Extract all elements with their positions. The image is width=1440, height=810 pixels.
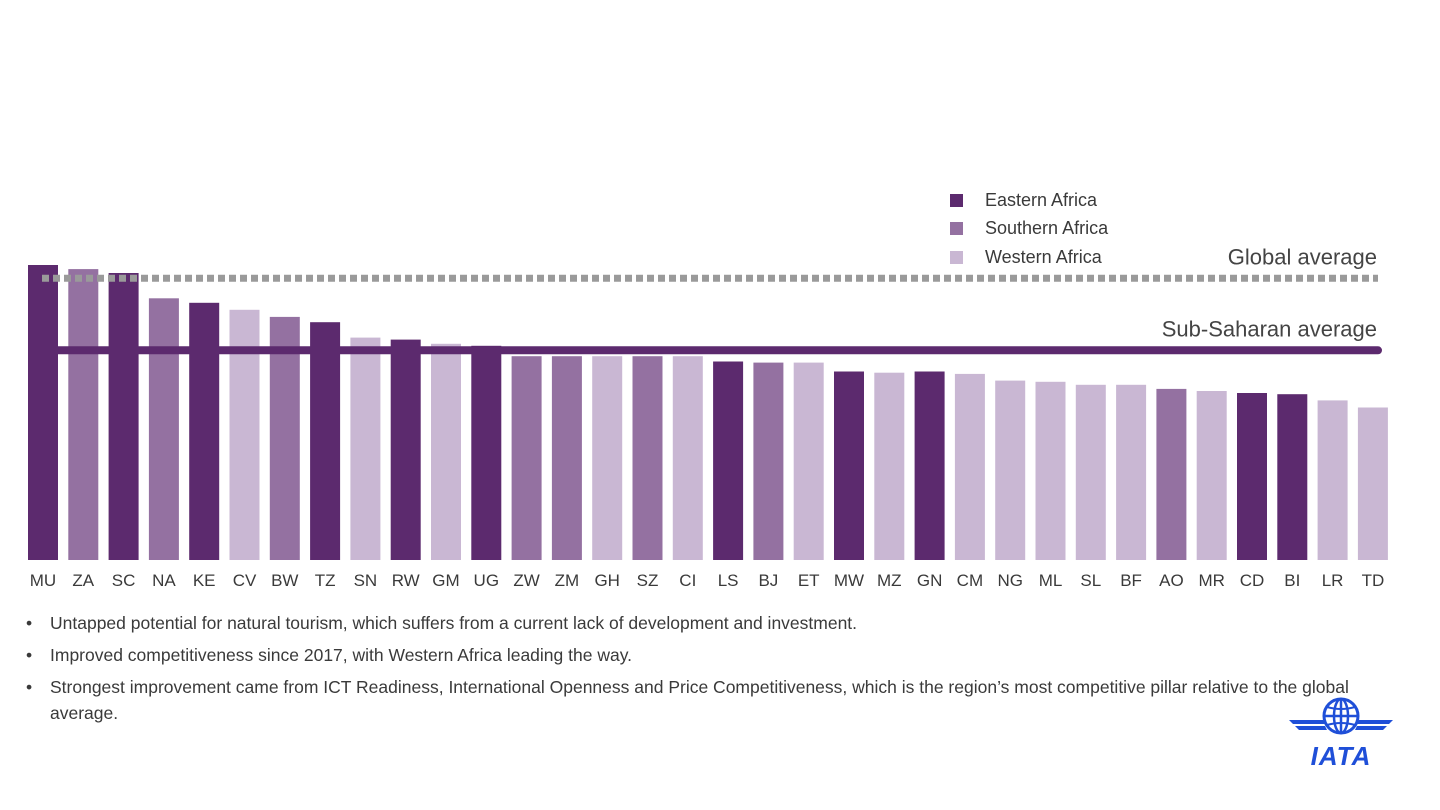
bar-sl (1075, 384, 1106, 560)
x-tick-label: GN (917, 571, 943, 590)
bar-et (793, 362, 824, 560)
bar-mr (1196, 391, 1227, 560)
bar-lr (1317, 400, 1348, 560)
bar-ls (713, 361, 744, 560)
bar-na (148, 298, 179, 560)
bar-bf (1116, 384, 1147, 560)
legend-swatch-eastern (950, 193, 963, 207)
bar-sn (350, 337, 381, 560)
finding-item: Improved competitiveness since 2017, wit… (26, 642, 1416, 668)
x-tick-label: LS (718, 571, 739, 590)
bar-bi (1277, 394, 1308, 560)
x-tick-label: MZ (877, 571, 902, 590)
sub-saharan-average-label: Sub-Saharan average (1162, 316, 1377, 341)
bar-ke (189, 302, 220, 560)
bar-mw (834, 371, 864, 560)
bar-gn (914, 371, 945, 560)
x-tick-label: ML (1039, 571, 1063, 590)
legend-label-eastern: Eastern Africa (985, 189, 1098, 210)
x-tick-label: GH (594, 571, 620, 590)
x-tick-label: GM (432, 571, 459, 590)
x-tick-label: CM (957, 571, 983, 590)
bar-cd (1237, 393, 1267, 560)
finding-item: Untapped potential for natural tourism, … (26, 610, 1416, 636)
x-tick-label: TD (1362, 571, 1385, 590)
x-tick-label: ZM (555, 571, 580, 590)
x-tick-label: KE (193, 571, 216, 590)
bar-ug (471, 345, 502, 560)
bar-sz (632, 356, 663, 560)
x-tick-label: AO (1159, 571, 1184, 590)
finding-item: Strongest improvement came from ICT Read… (26, 674, 1416, 726)
x-tick-label: CI (679, 571, 696, 590)
bar-chart: MU ZA SC NA KE CV BW TZ SN RW GM UG ZW ZM GH SZ CI LS BJ ET… (28, 244, 1388, 590)
bar-gm (431, 343, 461, 560)
bar-za (68, 269, 99, 560)
bar-sc (108, 273, 139, 560)
bar-mu (28, 265, 58, 560)
reference-lines: Global average Sub-Saharan average (42, 244, 1382, 355)
legend-swatch-southern (950, 222, 963, 236)
chart-legend: Eastern Africa Southern Africa Western A… (950, 186, 1108, 272)
x-tick-label: NG (997, 571, 1023, 590)
x-tick-label: SC (112, 571, 136, 590)
legend-label-southern: Southern Africa (985, 218, 1109, 239)
bar-mz (874, 372, 905, 560)
x-tick-label: BF (1120, 571, 1142, 590)
bar-ng (995, 380, 1026, 560)
x-tick-label: MW (834, 571, 864, 590)
bars-group (28, 265, 1388, 560)
x-tick-label: CV (233, 571, 257, 590)
x-tick-label: SN (354, 571, 378, 590)
x-tick-label: NA (152, 571, 176, 590)
x-tick-label: UG (474, 571, 500, 590)
bar-bj (753, 362, 784, 560)
bar-zm (551, 356, 582, 560)
legend-item-southern: Southern Africa (950, 215, 1108, 244)
global-average-label: Global average (1228, 244, 1377, 269)
bar-cm (954, 373, 985, 560)
x-tick-label: ZW (513, 571, 539, 590)
bar-ml (1035, 381, 1066, 560)
bar-zw (511, 356, 542, 560)
x-tick-label: CD (1240, 571, 1265, 590)
legend-label-western: Western Africa (985, 246, 1102, 267)
key-findings-list: Untapped potential for natural tourism, … (26, 610, 1416, 732)
x-tick-label: BJ (758, 571, 778, 590)
legend-swatch-western (950, 250, 963, 264)
logo-text: IATA (1311, 741, 1372, 768)
x-tick-label: MR (1198, 571, 1224, 590)
x-tick-label: MU (30, 571, 56, 590)
bar-bw (269, 316, 300, 560)
x-tick-label: ZA (72, 571, 94, 590)
bar-ci (672, 356, 703, 560)
legend-item-western: Western Africa (950, 243, 1108, 272)
bar-ao (1156, 388, 1187, 560)
bar-td (1357, 407, 1388, 560)
legend-item-eastern: Eastern Africa (950, 186, 1108, 215)
bar-tz (310, 322, 341, 560)
x-tick-label: BI (1284, 571, 1300, 590)
x-tick-label: BW (271, 571, 298, 590)
x-tick-label: SL (1080, 571, 1101, 590)
x-tick-label: TZ (315, 571, 336, 590)
x-tick-label: LR (1322, 571, 1344, 590)
x-tick-labels: MU ZA SC NA KE CV BW TZ SN RW GM UG ZW ZM GH SZ CI LS BJ ET… (30, 571, 1384, 590)
x-tick-label: SZ (637, 571, 659, 590)
bar-gh (592, 356, 623, 560)
globe-wings-icon (1289, 697, 1393, 735)
bar-rw (390, 339, 421, 560)
x-tick-label: ET (798, 571, 820, 590)
x-tick-label: RW (392, 571, 420, 590)
iata-logo: IATA (1289, 697, 1393, 768)
